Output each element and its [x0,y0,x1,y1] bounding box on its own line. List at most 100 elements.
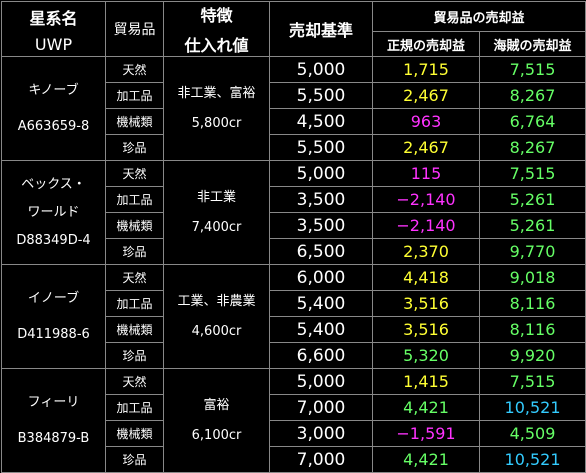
goods-cell: 天然 [105,160,164,187]
pirate-profit-cell: 10,521 [478,394,586,421]
table-row: 加工品 5,400 3,516 8,116 [2,290,586,317]
planet-cell: イノーブ D411988-6 [1,264,106,369]
trait-label: 富裕 [203,397,230,413]
legit-profit-cell: 1,415 [372,368,480,395]
sale-price-cell: 5,000 [269,368,373,395]
planet-uwp: D88349D-4 [16,232,91,248]
sale-price-cell: 7,000 [269,394,373,421]
planet-name: フィーリ [27,394,80,410]
sale-price-cell: 3,500 [269,212,373,239]
legit-profit-cell: 4,421 [372,394,480,421]
legit-profit-cell: −2,140 [372,212,480,239]
table-row: キノーブ A663659-8 天然 非工業、富裕 5,800cr 5,000 1,715 7,… [1,56,586,161]
table-row: 機械類 3,000 −1,591 4,509 [2,420,586,447]
trait-label: 工業、非農業 [177,293,256,309]
purchase-price: 5,800cr [191,115,242,131]
trait-label: 非工業、富裕 [177,85,256,101]
sale-price-cell: 6,600 [269,342,373,369]
sale-price-cell: 5,400 [269,316,373,343]
legit-profit-cell: 115 [372,160,480,187]
table-row: イノーブ D411988-6 天然 工業、非農業 4,600cr 6,000 4,418 9,… [1,264,586,369]
sale-price-cell: 5,000 [269,160,373,187]
legit-profit-cell: 4,421 [372,446,480,473]
goods-cell: 加工品 [105,394,164,421]
sale-price-cell: 6,000 [269,264,373,291]
legit-profit-cell: −2,140 [372,186,480,213]
trait-cell: 非工業 7,400cr [163,160,270,265]
trait-cell: 非工業、富裕 5,800cr [163,56,270,161]
pirate-profit-cell: 5,261 [478,186,586,213]
header-sale-base: 売却基準 [269,1,373,57]
trait-cell: 工業、非農業 4,600cr [163,264,270,369]
pirate-profit-cell: 8,267 [478,134,586,161]
trait-cell: 富裕 6,100cr [163,368,270,473]
sale-price-cell: 5,500 [269,82,373,109]
pirate-profit-cell: 7,515 [478,368,586,395]
legit-profit-cell: 3,516 [372,316,480,343]
legit-profit-cell: 5,320 [372,342,480,369]
sale-price-cell: 7,000 [269,446,373,473]
pirate-profit-cell: 6,764 [478,108,586,135]
table-row: 機械類 5,400 3,516 8,116 [2,316,586,343]
sale-price-cell: 5,400 [269,290,373,317]
header-goods: 貿易品 [105,1,164,57]
planet-cell: フィーリ B384879-B [1,368,106,473]
pirate-profit-cell: 10,521 [478,446,586,473]
sale-price-cell: 5,500 [269,134,373,161]
table-row: 珍品 6,500 2,370 9,770 [2,238,586,265]
planet-name: ワールド [27,204,80,220]
goods-cell: 珍品 [105,238,164,265]
goods-cell: 珍品 [105,446,164,473]
goods-cell: 機械類 [105,420,164,447]
pirate-profit-cell: 8,116 [478,290,586,317]
header-profit-group: 貿易品の売却益 [371,1,586,32]
header-trait-label: 特徴 [200,6,233,25]
planet-cell: ベックス・ ワールド D88349D-4 [1,160,106,265]
sale-price-cell: 3,500 [269,186,373,213]
legit-profit-cell: 3,516 [372,290,480,317]
planet-uwp: D411988-6 [17,326,90,342]
goods-cell: 珍品 [105,134,164,161]
pirate-profit-cell: 7,515 [478,160,586,187]
sale-price-cell: 4,500 [269,108,373,135]
legit-profit-cell: 1,715 [372,56,480,83]
table-row: 機械類 3,500 −2,140 5,261 [2,212,586,239]
pirate-profit-cell: 7,515 [478,56,586,83]
goods-cell: 加工品 [105,82,164,109]
planet-name: キノーブ [28,82,79,98]
legit-profit-cell: 963 [372,108,480,135]
goods-cell: 機械類 [105,316,164,343]
goods-cell: 天然 [105,264,164,291]
table-row: フィーリ B384879-B 天然富裕 6,100cr 5,000 1,415 7,515 [1,368,586,473]
header-purchase-price: 仕入れ値 [184,36,249,55]
header-legit-profit: 正規の売却益 [372,31,480,57]
purchase-price: 6,100cr [191,427,242,443]
goods-cell: 機械類 [105,212,164,239]
pirate-profit-cell: 9,920 [478,342,586,369]
planet-cell: キノーブ A663659-8 [1,56,106,161]
goods-cell: 天然 [105,368,164,395]
header-planet-name: 星系名 [29,8,78,28]
sale-price-cell: 6,500 [269,238,373,265]
header-uwp: UWP [34,34,73,54]
purchase-price: 7,400cr [191,219,242,235]
goods-cell: 天然 [105,56,164,83]
table-row: 珍品 5,500 2,467 8,267 [2,134,586,161]
pirate-profit-cell: 9,018 [478,264,586,291]
pirate-profit-cell: 8,267 [478,82,586,109]
pirate-profit-cell: 5,261 [478,212,586,239]
table-row: 加工品 3,500 −2,140 5,261 [2,186,586,213]
planet-name: イノーブ [27,290,80,306]
goods-cell: 加工品 [105,186,164,213]
table-row: ベックス・ ワールド D88349D-4 天然 非工業 7,400cr 5,000 115 7,… [1,160,586,265]
goods-cell: 機械類 [105,108,164,135]
table-row: 加工品 5,500 2,467 8,267 [2,82,586,109]
header-pirate-profit: 海賊の売却益 [478,31,586,57]
sale-price-cell: 5,000 [269,56,373,83]
legit-profit-cell: 2,467 [372,134,480,161]
table-row: 機械類 4,500 963 6,764 [2,108,586,135]
pirate-profit-cell: 8,116 [478,316,586,343]
legit-profit-cell: 4,418 [372,264,480,291]
sale-price-cell: 3,000 [269,420,373,447]
